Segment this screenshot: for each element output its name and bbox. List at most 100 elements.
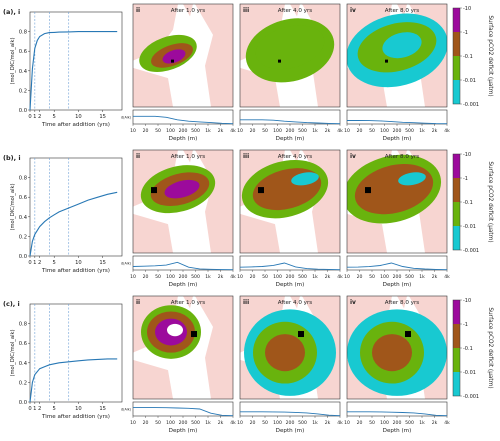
depth-tick-label: 500 <box>405 128 414 134</box>
depth-tick-label: 20 <box>143 128 149 134</box>
xtick-label: 2 <box>38 114 41 120</box>
series-line <box>29 31 118 111</box>
depth-tick-label: 20 <box>143 420 149 426</box>
depth-tick-label: 4k <box>230 420 236 426</box>
colorbar-tick-label: -0.01 <box>463 370 476 376</box>
depth-frame <box>132 401 234 417</box>
colorbar-tick-label: -0.01 <box>463 78 476 84</box>
depth-panel-2-1: 10 20 50 100 200 500 1k 2k 4k Depth (m) <box>237 401 343 434</box>
land-greenland <box>397 296 407 309</box>
ytick-label: 0.4 <box>19 215 28 221</box>
depth-tick-label: 100 <box>380 420 389 426</box>
depth-tick-label: 200 <box>286 274 295 280</box>
depth-tick-label: 10 <box>237 420 243 426</box>
depth-frame <box>239 401 341 417</box>
depth-tick-label: 10 <box>344 274 350 280</box>
depth-tick-label: 20 <box>357 128 363 134</box>
map-content <box>240 4 340 107</box>
ytick-label: 0.6 <box>19 195 27 201</box>
map-panel-2-0: ii After 1.0 yrs <box>132 295 234 400</box>
addition-site <box>385 59 388 63</box>
map-index: ii <box>136 153 140 160</box>
panel-label: (a), i <box>3 8 20 16</box>
map-panel-1-0: ii After 1.0 yrs <box>132 149 234 254</box>
map-title: After 8.0 yrs <box>385 8 419 14</box>
map-panel-0-2: iv After 8.0 yrs <box>346 3 448 108</box>
map-frame <box>239 295 341 400</box>
series-line <box>29 358 118 403</box>
map-index: ii <box>136 299 140 306</box>
depth-tick-label: 1k <box>205 420 211 426</box>
ylabel: (mol_DIC/mol_alk) <box>10 183 16 230</box>
map-title: After 1.0 yrs <box>171 8 205 14</box>
depth-tick-label: 2k <box>218 274 224 280</box>
addition-site <box>258 187 264 194</box>
xtick-label: 5 <box>53 260 56 266</box>
depth-frame <box>132 109 234 125</box>
depth-tick-label: 100 <box>166 274 175 280</box>
map-index: iv <box>350 7 356 14</box>
xtick-label: 1 <box>33 114 36 120</box>
map-panel-1-1: iii After 4.0 yrs <box>239 149 341 254</box>
map-index: iv <box>350 299 356 306</box>
land-europe-africa <box>195 150 233 253</box>
map-frame <box>132 3 234 108</box>
depth-tick-label: 20 <box>357 420 363 426</box>
ytick-label: 0.4 <box>19 69 28 75</box>
xtick-label: 15 <box>99 260 106 266</box>
panel-label: (b), i <box>3 154 21 162</box>
colorbar-tick-label: -1 <box>463 322 468 328</box>
depth-tick-label: 4k <box>230 274 236 280</box>
depth-profile <box>347 120 448 125</box>
addition-site <box>278 59 281 63</box>
xtick-label: 0 <box>28 260 31 266</box>
map-title: After 4.0 yrs <box>278 8 312 14</box>
colorbar-label: Surface pCO2 deficit (µatm) <box>487 15 493 96</box>
map-content <box>347 4 447 107</box>
deficit-region <box>164 179 200 199</box>
colorbar-tick-label: -10 <box>463 298 471 304</box>
depth-tick-label: 500 <box>298 420 307 426</box>
colorbar-segment <box>453 8 460 32</box>
depth-tick-label: 100 <box>273 128 282 134</box>
depth-xlabel: Depth (m) <box>169 428 198 434</box>
colorbar-tick-label: -0.1 <box>463 346 473 352</box>
map-panel-1-2: iv After 8.0 yrs <box>346 149 448 254</box>
xtick-label: 0 <box>28 114 31 120</box>
depth-tick-label: 50 <box>369 128 375 134</box>
addition-site <box>298 331 304 338</box>
depth-tick-label: 10 <box>130 420 136 426</box>
map-index: iii <box>243 153 249 160</box>
colorbar-segment <box>453 56 460 80</box>
map-frame <box>132 149 234 254</box>
depth-tick-label: 10 <box>344 128 350 134</box>
depth-tick-label: 1k <box>419 274 425 280</box>
depth-tick-label: 500 <box>405 274 414 280</box>
depth-tick-label: 4k <box>230 128 236 134</box>
depth-tick-label: 500 <box>298 274 307 280</box>
depth-xlabel: Depth (m) <box>169 282 198 288</box>
depth-profile <box>240 411 341 417</box>
depth-tick-label: 10 <box>237 274 243 280</box>
addition-site <box>365 187 371 194</box>
land-greenland <box>183 296 193 309</box>
depth-tick-label: 2k <box>325 128 331 134</box>
ytick-label: 0.6 <box>19 341 27 347</box>
xtick-label: 1 <box>33 406 36 412</box>
depth-tick-label: 200 <box>179 128 188 134</box>
depth-tick-label: 4k <box>337 274 343 280</box>
colorbar-tick-label: -10 <box>463 152 471 158</box>
colorbar-segment <box>453 32 460 56</box>
depth-tick-label: 200 <box>286 128 295 134</box>
map-title: After 4.0 yrs <box>278 154 312 160</box>
depth-xlabel: Depth (m) <box>276 136 305 142</box>
map-panel-2-1: iii After 4.0 yrs <box>239 295 341 400</box>
xlabel: Time after addition (yrs) <box>41 414 110 420</box>
land-south-america <box>347 213 387 253</box>
colorbar-1: -10 -1 -0.1 -0.01 -0.001 Surface pCO2 deficit… <box>452 152 493 254</box>
plot-frame <box>29 303 123 403</box>
depth-tick-label: 200 <box>179 274 188 280</box>
colorbar-0: -10 -1 -0.1 -0.01 -0.001 Surface pCO2 deficit… <box>452 6 493 108</box>
land-greenland <box>290 296 300 309</box>
colorbar-tick-label: -0.001 <box>463 248 479 254</box>
